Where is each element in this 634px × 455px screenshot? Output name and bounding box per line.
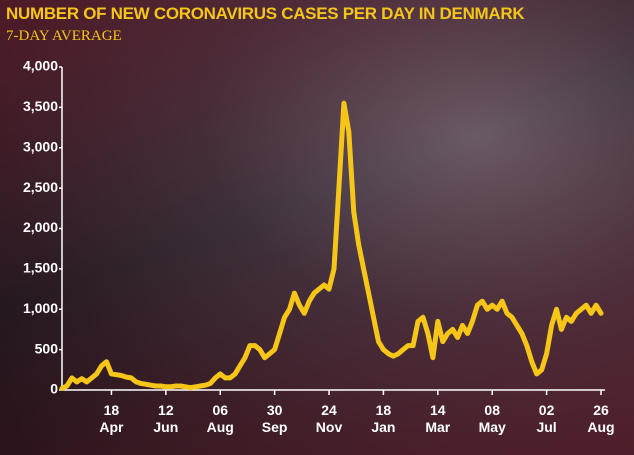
y-tick-label: 2,000 — [23, 219, 58, 235]
line — [59, 100, 604, 391]
y-tick-label: 3,500 — [23, 98, 58, 114]
y-tick-label: 4,000 — [23, 58, 58, 74]
x-tick-label: 08 May — [478, 402, 506, 435]
x-tick-label: 24 Nov — [315, 402, 343, 435]
x-tick-label: 06 Aug — [206, 402, 234, 435]
x-tick-label: 30 Sep — [261, 402, 288, 435]
x-tick-label: 18 Jan — [371, 402, 396, 435]
y-tick-label: 0 — [50, 381, 58, 397]
y-tick-label: 1,500 — [23, 260, 58, 276]
x-tick-label: 02 Jul — [536, 402, 557, 435]
chart-title: NUMBER OF NEW CORONAVIRUS CASES PER DAY … — [6, 4, 525, 23]
y-tick-label: 1,000 — [23, 300, 58, 316]
y-tick-label: 500 — [35, 340, 59, 356]
x-tick-label: 26 Aug — [587, 402, 615, 435]
chart-subtitle: 7-DAY AVERAGE — [6, 28, 122, 44]
x-tick-label: 18 Apr — [99, 402, 124, 435]
x-tick-label: 14 Mar — [425, 402, 451, 435]
y-tick-label: 2,500 — [23, 179, 58, 195]
x-tick-label: 12 Jun — [153, 402, 179, 435]
y-tick-label: 3,000 — [23, 138, 58, 154]
